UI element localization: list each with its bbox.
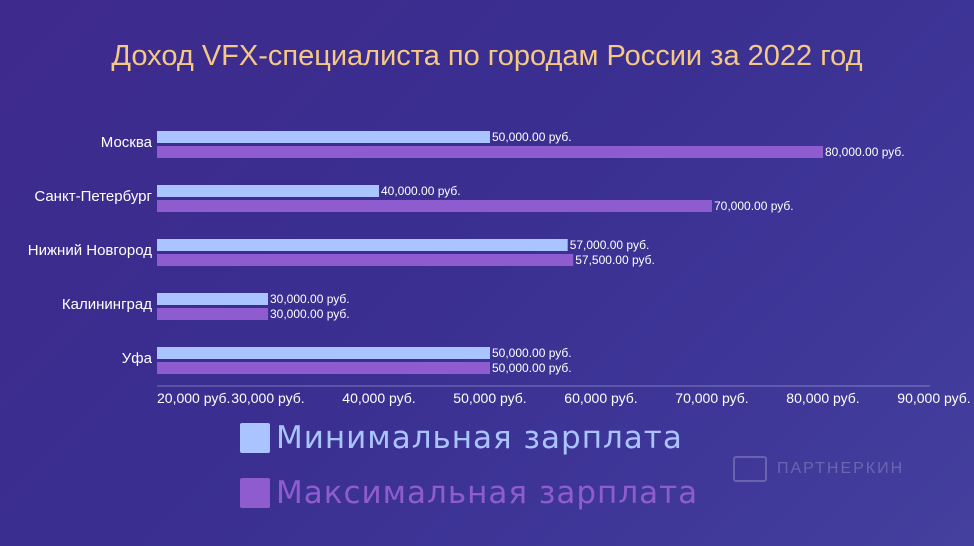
data-label-max: 57,500.00 руб. (575, 253, 655, 267)
watermark: ПАРТНЕРКИН (733, 456, 904, 482)
legend-swatch-max (240, 478, 270, 508)
bar-min (157, 185, 379, 197)
bar-min (157, 293, 268, 305)
category-label: Нижний Новгород (28, 242, 152, 259)
chart-title: Доход VFX-специалиста по городам России … (111, 40, 863, 72)
data-label-min: 50,000.00 руб. (492, 130, 572, 144)
data-label-max: 50,000.00 руб. (492, 361, 572, 375)
data-label-min: 40,000.00 руб. (381, 184, 461, 198)
bar-max (157, 308, 268, 320)
bar-max (157, 200, 712, 212)
category-label: Калининград (62, 296, 152, 313)
bar-min (157, 239, 568, 251)
bar-max (157, 146, 823, 158)
x-tick-label: 30,000 руб. (231, 390, 304, 406)
legend-label-max: Максимальная зарплата (276, 475, 699, 511)
legend-item-max: Максимальная зарплата (240, 475, 698, 511)
bar-min (157, 131, 490, 143)
data-label-min: 30,000.00 руб. (270, 292, 350, 306)
data-label-min: 57,000.00 руб. (570, 238, 650, 252)
bar-max (157, 362, 490, 374)
watermark-text: ПАРТНЕРКИН (777, 460, 905, 477)
legend-swatch-min (240, 423, 270, 453)
x-tick-label: 90,000 руб. (897, 390, 970, 406)
x-tick-label: 60,000 руб. (564, 390, 637, 406)
x-tick-label: 40,000 руб. (342, 390, 415, 406)
legend-item-min: Минимальная зарплата (240, 420, 683, 456)
x-tick-label: 80,000 руб. (786, 390, 859, 406)
legend-label-min: Минимальная зарплата (276, 420, 683, 456)
x-tick-label: 20,000 руб. (157, 390, 230, 406)
chat-icon (733, 456, 767, 482)
x-tick-label: 50,000 руб. (453, 390, 526, 406)
category-label: Москва (101, 134, 153, 151)
category-label: Санкт-Петербург (34, 188, 152, 205)
bar-min (157, 347, 490, 359)
x-tick-label: 70,000 руб. (675, 390, 748, 406)
data-label-max: 30,000.00 руб. (270, 307, 350, 321)
data-label-max: 80,000.00 руб. (825, 145, 905, 159)
data-label-min: 50,000.00 руб. (492, 346, 572, 360)
category-label: Уфа (122, 350, 153, 367)
bar-max (157, 254, 574, 266)
data-label-max: 70,000.00 руб. (714, 199, 794, 213)
